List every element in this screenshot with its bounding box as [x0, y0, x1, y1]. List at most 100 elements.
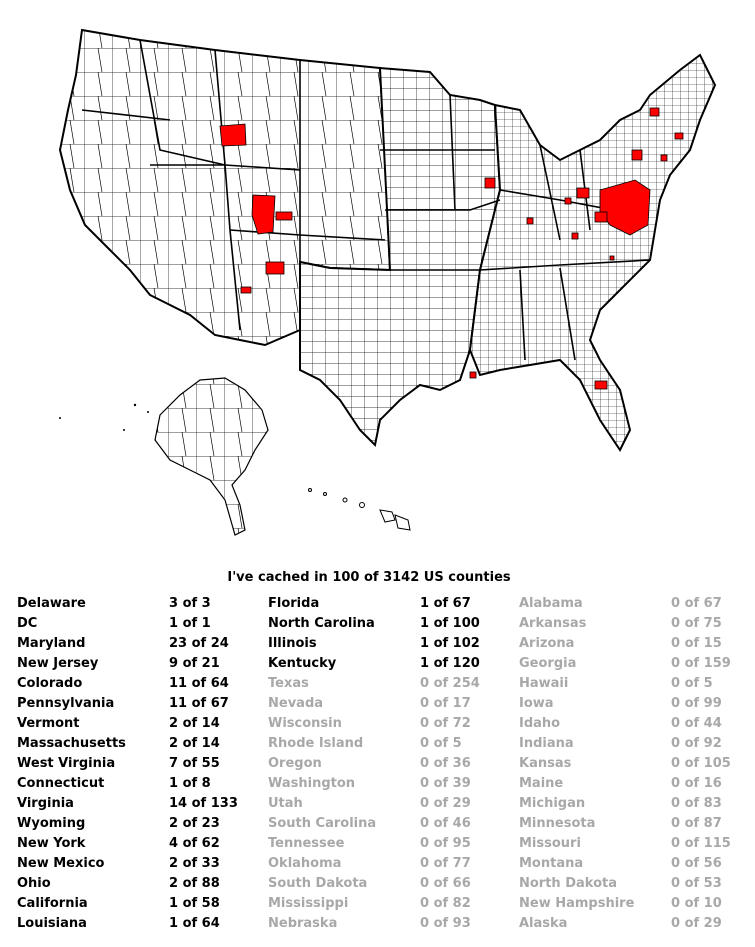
state-name: Alabama	[519, 596, 583, 611]
state-name: California	[17, 896, 88, 911]
central-region	[299, 66, 502, 448]
state-name: New Jersey	[17, 656, 99, 671]
cached-county	[564, 197, 572, 205]
county-count: 1 of 64	[169, 916, 220, 931]
county-count: 0 of 17	[420, 696, 471, 711]
cached-county	[469, 371, 477, 379]
county-count: 2 of 88	[169, 876, 220, 891]
county-count: 2 of 23	[169, 816, 220, 831]
state-name: New Hampshire	[519, 896, 635, 911]
county-count: 0 of 77	[420, 856, 471, 871]
state-name: Nebraska	[268, 916, 338, 931]
county-count: 1 of 1	[169, 616, 211, 631]
state-name: South Carolina	[268, 816, 377, 831]
county-count: 0 of 53	[671, 876, 722, 891]
county-count: 1 of 102	[420, 636, 480, 651]
east-region	[468, 53, 717, 452]
county-count: 0 of 83	[671, 796, 722, 811]
cached-county	[571, 232, 579, 240]
cached-county	[649, 107, 660, 117]
county-count: 0 of 16	[671, 776, 722, 791]
state-name: Indiana	[519, 736, 574, 751]
state-name: Connecticut	[17, 776, 105, 791]
state-name: Kansas	[519, 756, 572, 771]
cached-county	[275, 211, 293, 221]
state-name: Vermont	[17, 716, 80, 731]
state-name: North Dakota	[519, 876, 617, 891]
county-count: 0 of 56	[671, 856, 722, 871]
county-count: 0 of 29	[671, 916, 722, 931]
county-count: 0 of 10	[671, 896, 722, 911]
county-count: 0 of 159	[671, 656, 731, 671]
state-name: Arizona	[519, 636, 575, 651]
state-name: Virginia	[17, 796, 74, 811]
state-name: New Mexico	[17, 856, 105, 871]
county-count: 1 of 100	[420, 616, 480, 631]
state-name: Nevada	[268, 696, 324, 711]
state-name: Montana	[519, 856, 584, 871]
state-name: Louisiana	[17, 916, 87, 931]
state-name: South Dakota	[268, 876, 368, 891]
county-count: 0 of 15	[671, 636, 722, 651]
us-county-map	[58, 28, 717, 536]
county-count: 1 of 58	[169, 896, 220, 911]
county-count: 0 of 5	[671, 676, 713, 691]
cached-county	[594, 211, 608, 223]
summary-caption: I've cached in 100 of 3142 US counties	[227, 570, 511, 585]
cached-county	[265, 261, 285, 275]
county-count: 0 of 39	[420, 776, 471, 791]
cached-county	[576, 187, 590, 199]
state-name: West Virginia	[17, 756, 116, 771]
county-count: 0 of 99	[671, 696, 722, 711]
county-count: 0 of 75	[671, 616, 722, 631]
state-name: Hawaii	[519, 676, 569, 691]
county-count: 4 of 62	[169, 836, 220, 851]
state-name: Wyoming	[17, 816, 86, 831]
contiguous-us	[58, 28, 717, 452]
cached-county	[251, 194, 276, 235]
county-count: 2 of 14	[169, 716, 220, 731]
county-count: 0 of 44	[671, 716, 722, 731]
county-count: 0 of 66	[420, 876, 471, 891]
cached-county	[240, 286, 252, 294]
state-name: Arkansas	[519, 616, 587, 631]
county-count: 14 of 133	[169, 796, 238, 811]
state-name: Delaware	[17, 596, 86, 611]
county-count: 0 of 105	[671, 756, 731, 771]
state-name: Rhode Island	[268, 736, 364, 751]
state-name: Mississippi	[268, 896, 349, 911]
state-name: Massachusetts	[17, 736, 126, 751]
state-name: Oregon	[268, 756, 322, 771]
state-name: Idaho	[519, 716, 561, 731]
cached-county	[660, 154, 668, 162]
state-name: Georgia	[519, 656, 577, 671]
state-name: Minnesota	[519, 816, 596, 831]
county-count: 0 of 46	[420, 816, 471, 831]
hawaii	[308, 488, 411, 531]
cached-county	[526, 217, 534, 225]
county-count: 11 of 64	[169, 676, 229, 691]
county-count: 0 of 93	[420, 916, 471, 931]
county-count: 2 of 14	[169, 736, 220, 751]
state-name: Maryland	[17, 636, 86, 651]
state-name: New York	[17, 836, 86, 851]
alaska-islands	[59, 403, 149, 431]
state-name: Wisconsin	[268, 716, 342, 731]
state-name: North Carolina	[268, 616, 375, 631]
cached-county	[219, 123, 247, 147]
state-name: Iowa	[519, 696, 554, 711]
state-name: Illinois	[268, 636, 317, 651]
county-count: 2 of 33	[169, 856, 220, 871]
county-count: 0 of 115	[671, 836, 731, 851]
county-count: 0 of 92	[671, 736, 722, 751]
state-name: Michigan	[519, 796, 586, 811]
alaska	[154, 377, 269, 536]
cached-counties	[219, 107, 684, 390]
state-name: Washington	[268, 776, 356, 791]
state-name: Ohio	[17, 876, 51, 891]
county-count: 0 of 254	[420, 676, 480, 691]
cached-county	[674, 132, 684, 140]
county-count: 0 of 87	[671, 816, 722, 831]
county-count: 3 of 3	[169, 596, 211, 611]
county-count: 0 of 95	[420, 836, 471, 851]
